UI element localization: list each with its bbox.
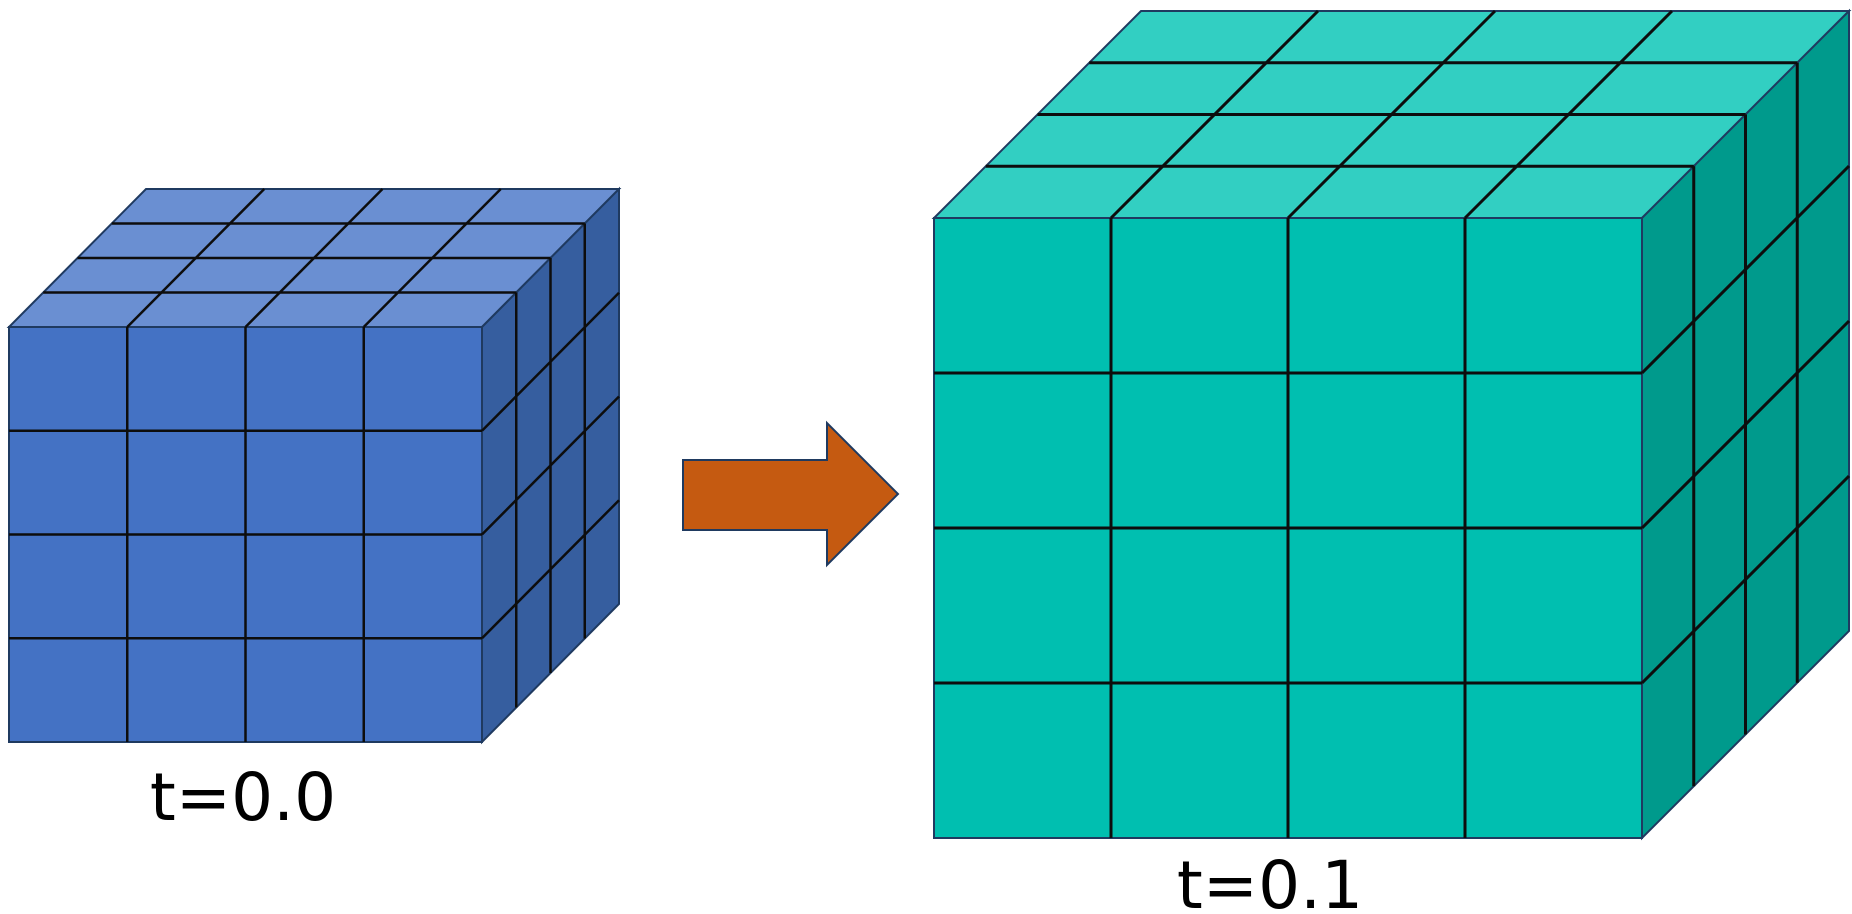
cube-before	[6, 186, 622, 745]
arrow-right-icon	[682, 420, 900, 568]
label-after: t=0.1	[1177, 847, 1363, 914]
cube-before-side-diag	[481, 499, 620, 640]
growth-arrow	[682, 420, 900, 568]
cube-after-side-diag	[1640, 474, 1851, 685]
cube-before-top-diag	[362, 188, 502, 328]
cube-after-top-diag	[1463, 9, 1674, 220]
label-before: t=0.0	[150, 759, 336, 836]
cube-after	[931, 8, 1852, 841]
